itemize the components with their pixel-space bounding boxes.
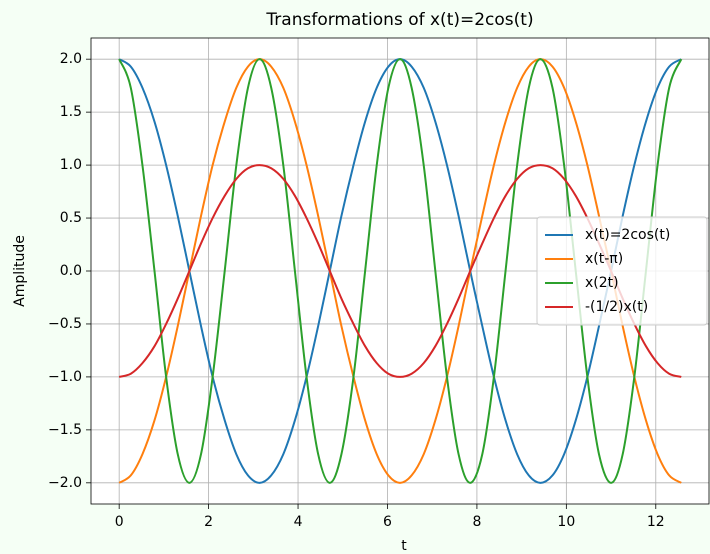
y-tick-label: −1.5 xyxy=(48,422,82,438)
legend-label: -(1/2)x(t) xyxy=(585,299,648,315)
x-tick-label: 4 xyxy=(294,514,303,530)
x-tick-label: 10 xyxy=(557,514,575,530)
line-series xyxy=(118,58,682,484)
y-tick-label: −1.0 xyxy=(48,369,82,385)
axes-frame xyxy=(90,37,710,505)
legend-label: x(t-π) xyxy=(585,251,623,267)
y-tick-label: 1.5 xyxy=(60,104,82,120)
y-tick-label: 0.0 xyxy=(60,263,82,279)
chart-title: Transformations of x(t)=2cos(t) xyxy=(265,10,533,30)
x-tick-label: 2 xyxy=(204,514,213,530)
y-axis-label: Amplitude xyxy=(12,235,28,307)
x-axis-label: t xyxy=(401,538,407,554)
y-tick-label: −0.5 xyxy=(48,316,82,332)
legend-label: x(t)=2cos(t) xyxy=(585,227,670,243)
legend-label: x(2t) xyxy=(585,275,619,291)
line-series xyxy=(118,58,683,484)
y-tick-label: 0.5 xyxy=(60,210,82,226)
legend: x(t)=2cos(t) x(t-π) x(2t) -(1/2)x(t) xyxy=(536,216,708,326)
y-tick-label: 2.0 xyxy=(60,51,82,67)
legend-box xyxy=(536,216,708,326)
y-tick-label: 1.0 xyxy=(60,157,82,173)
x-tick-label: 12 xyxy=(647,514,665,530)
x-tick-label: 0 xyxy=(115,514,124,530)
y-tick-label: −2.0 xyxy=(48,475,82,491)
x-tick-label: 8 xyxy=(472,514,481,530)
x-tick-label: 6 xyxy=(383,514,392,530)
